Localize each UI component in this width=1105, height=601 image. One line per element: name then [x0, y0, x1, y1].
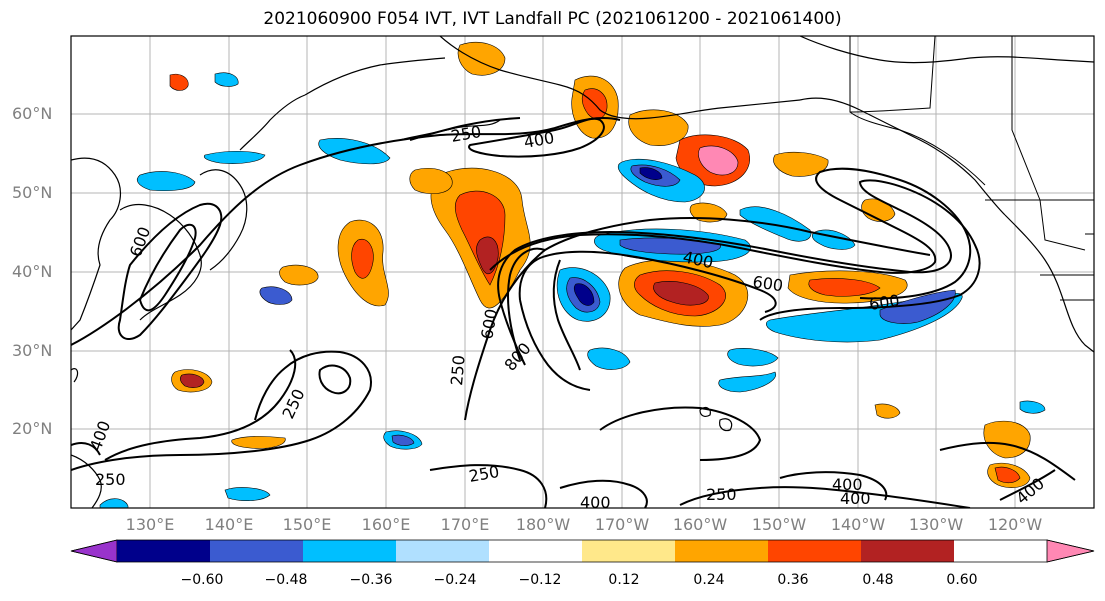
- colorbar-tick-label: −0.36: [349, 572, 393, 588]
- colorbar-tick-label: −0.48: [264, 572, 308, 588]
- negative-anomaly-patch: [639, 167, 663, 180]
- colorbar-tick-label: 0.48: [862, 572, 894, 588]
- contour-label-400: 400: [580, 493, 611, 512]
- colorbar-extend-low: [70, 539, 118, 563]
- lon-label: 150°E: [282, 515, 332, 534]
- positive-anomaly-patch: [698, 145, 739, 176]
- lat-label: 50°N: [12, 183, 53, 202]
- colorbar: [70, 539, 1095, 563]
- lon-label: 170°E: [440, 515, 490, 534]
- colorbar-tick-label: −0.60: [180, 572, 224, 588]
- negative-anomaly-patch: [879, 289, 956, 324]
- positive-anomaly-patch: [169, 73, 189, 91]
- colorbar-tick-label: 0.36: [777, 572, 809, 588]
- positive-anomaly-patch: [808, 278, 881, 297]
- negative-anomaly-patch: [203, 150, 266, 164]
- lat-label: 60°N: [12, 104, 53, 123]
- lon-label: 170°W: [594, 515, 650, 534]
- negative-anomaly-patch: [137, 171, 196, 192]
- colorbar-bin: [768, 540, 861, 562]
- coastlines: [71, 36, 1094, 508]
- colorbar-tick-label: 0.12: [608, 572, 640, 588]
- ivt-contours: [71, 117, 1076, 508]
- colorbar-bin: [582, 540, 675, 562]
- positive-anomaly-patch: [874, 403, 901, 419]
- positive-anomaly-patch: [231, 436, 286, 449]
- colorbar-tick-label: −0.12: [518, 572, 562, 588]
- colorbar-tick-label: 0.60: [946, 572, 978, 588]
- positive-anomaly-patch: [279, 264, 319, 286]
- political-boundaries: [849, 36, 1094, 301]
- colorbar-extend-high: [1046, 539, 1095, 563]
- colorbar-tick-label: 0.24: [693, 572, 725, 588]
- colorbar-bin: [396, 540, 489, 562]
- negative-anomaly-patch: [1019, 400, 1046, 414]
- negative-anomaly-patch: [224, 487, 271, 501]
- lat-label: 20°N: [12, 419, 53, 438]
- colorbar-bin: [675, 540, 768, 562]
- negative-anomaly-patch: [587, 347, 631, 370]
- negative-anomaly-patch: [214, 72, 239, 87]
- negative-anomaly-patch: [573, 283, 595, 306]
- contour-label-250: 250: [706, 485, 737, 504]
- negative-anomaly-patch: [318, 138, 391, 165]
- negative-anomaly-patch: [727, 348, 779, 367]
- colorbar-bin: [861, 540, 954, 562]
- lon-label: 160°E: [361, 515, 411, 534]
- lon-label: 130°E: [125, 515, 175, 534]
- colorbar-outline: [70, 539, 1095, 563]
- colorbar-tick-label: −0.24: [433, 572, 477, 588]
- positive-anomaly-patch: [653, 281, 709, 306]
- contour-label-400: 400: [840, 489, 871, 508]
- negative-anomaly-patch: [391, 434, 415, 446]
- lon-label: 160°W: [672, 515, 728, 534]
- contour-label-250: 250: [447, 354, 469, 386]
- lon-label: 140°E: [204, 515, 254, 534]
- lon-label: 120°W: [987, 515, 1043, 534]
- contour-label-600: 600: [868, 291, 901, 314]
- negative-anomaly-patch: [718, 371, 777, 393]
- contour-label-400: 400: [832, 475, 863, 494]
- colorbar-bin: [303, 540, 396, 562]
- contour-label-600: 600: [751, 272, 784, 295]
- contour-label-250: 250: [95, 470, 126, 489]
- negative-anomaly-patch: [619, 237, 721, 255]
- lon-label: 130°W: [908, 515, 964, 534]
- colorbar-bin: [117, 540, 210, 562]
- map-frame: [70, 35, 1095, 509]
- positive-anomaly-patch: [983, 420, 1031, 459]
- lat-label: 30°N: [12, 341, 53, 360]
- positive-anomaly-patch: [457, 41, 506, 76]
- positive-anomaly-patch: [180, 373, 205, 388]
- positive-anomaly-patch: [476, 236, 499, 275]
- colorbar-bin: [489, 540, 582, 562]
- lat-label: 40°N: [12, 262, 53, 281]
- negative-anomaly-patch: [259, 286, 293, 305]
- positive-anomaly-patch: [994, 466, 1021, 484]
- map-title: 2021060900 F054 IVT, IVT Landfall PC (20…: [263, 9, 842, 29]
- positive-anomaly-patch: [351, 238, 374, 279]
- colorbar-bin: [210, 540, 303, 562]
- lon-label: 150°W: [751, 515, 807, 534]
- lon-label: 180°W: [515, 515, 571, 534]
- positive-anomaly-patch: [409, 168, 453, 194]
- lon-label: 140°W: [830, 515, 886, 534]
- negative-anomaly-patch: [739, 206, 812, 242]
